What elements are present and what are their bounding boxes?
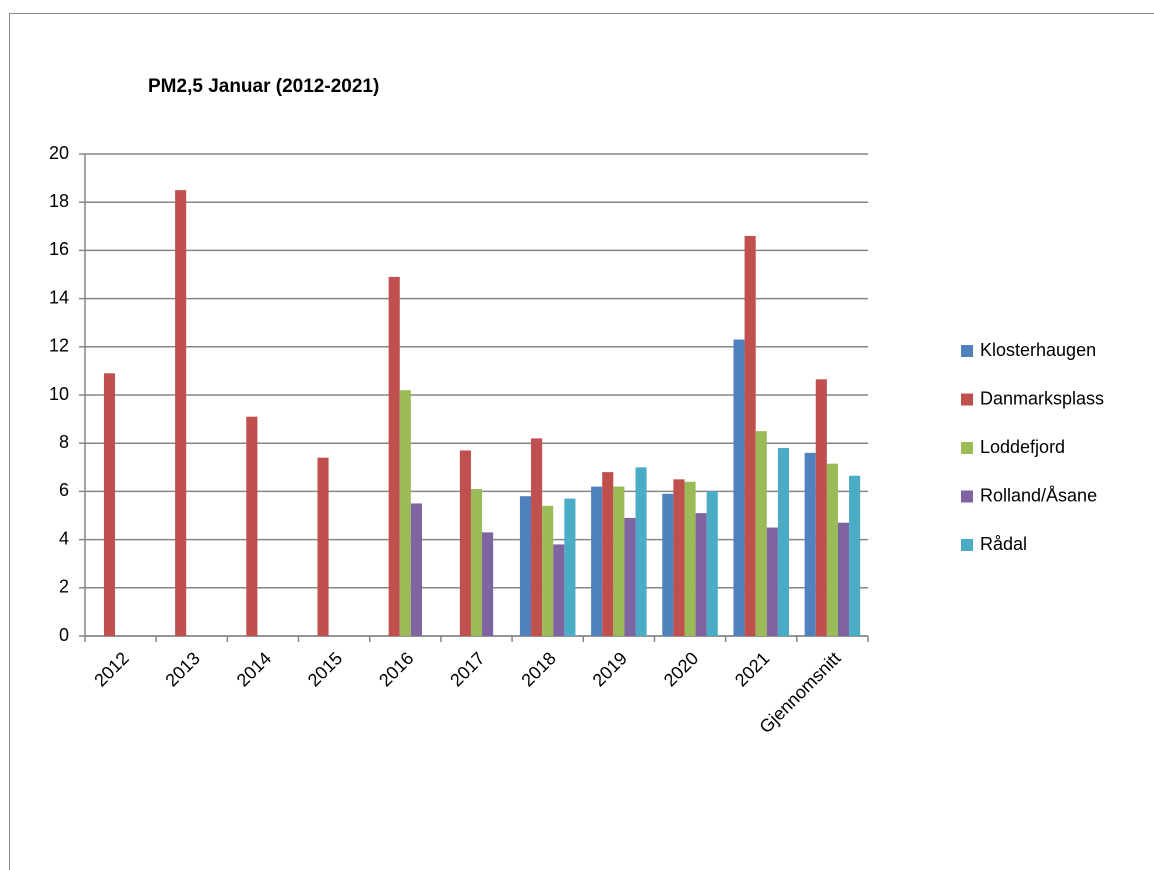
y-tick-label: 14 — [49, 287, 69, 307]
x-tick-label: 2017 — [446, 648, 488, 690]
bar — [662, 493, 674, 636]
legend-swatch — [961, 539, 973, 551]
bar — [755, 431, 767, 636]
bar — [246, 416, 258, 636]
bar — [673, 479, 685, 636]
bar — [519, 496, 532, 636]
y-tick-label: 4 — [59, 528, 69, 548]
bar — [470, 488, 483, 636]
x-tick-label: 2020 — [660, 648, 702, 690]
bar — [766, 527, 778, 636]
bar — [399, 390, 411, 636]
x-tick-label: 2013 — [162, 648, 204, 690]
legend-swatch — [961, 345, 973, 357]
legend-label: Rådal — [980, 534, 1027, 554]
bar — [733, 339, 745, 636]
y-tick-label: 16 — [49, 239, 69, 259]
bar — [410, 503, 422, 636]
bar — [684, 481, 696, 636]
x-tick-label: 2018 — [517, 648, 559, 690]
frame — [9, 13, 1154, 870]
bar — [553, 544, 565, 636]
bar — [317, 457, 329, 636]
bar — [777, 448, 789, 636]
x-tick-label: 2014 — [233, 648, 275, 690]
legend-label: Klosterhaugen — [980, 340, 1096, 360]
bar — [459, 450, 471, 636]
x-tick-label: 2019 — [589, 648, 631, 690]
x-tick-label: 2016 — [375, 648, 417, 690]
bar — [103, 373, 116, 636]
y-tick-label: 20 — [49, 143, 69, 163]
bar — [635, 467, 647, 636]
y-tick-label: 18 — [49, 191, 69, 211]
x-tick-label: 2021 — [731, 648, 773, 690]
bar — [482, 532, 494, 636]
bar — [744, 235, 756, 636]
legend-swatch — [961, 442, 973, 454]
bar — [849, 475, 861, 636]
bar — [837, 522, 850, 636]
y-tick-label: 2 — [59, 577, 69, 597]
bar — [826, 463, 838, 636]
legend-label: Loddefjord — [980, 437, 1065, 457]
bar — [602, 472, 614, 636]
bar — [531, 438, 543, 636]
chart-title: PM2,5 Januar (2012-2021) — [148, 76, 379, 97]
legend-swatch — [961, 490, 973, 503]
bar — [815, 379, 827, 636]
bar — [804, 452, 816, 636]
x-tick-label: 2012 — [90, 648, 132, 690]
y-tick-label: 10 — [49, 384, 69, 404]
legend-label: Rolland/Åsane — [980, 485, 1097, 505]
y-tick-label: 0 — [59, 625, 69, 645]
y-tick-label: 12 — [49, 336, 69, 356]
legend-swatch — [961, 393, 973, 406]
bar — [175, 190, 187, 636]
bar — [706, 491, 718, 636]
bar — [613, 486, 625, 636]
bar — [624, 517, 636, 636]
bar — [388, 276, 400, 636]
y-tick-label: 6 — [59, 480, 69, 500]
y-tick-label: 8 — [59, 432, 69, 452]
bar — [542, 505, 554, 636]
x-tick-label: 2015 — [304, 648, 346, 690]
bar — [695, 513, 707, 636]
bar — [591, 486, 603, 636]
legend-label: Danmarksplass — [980, 388, 1104, 408]
bar — [564, 498, 576, 636]
